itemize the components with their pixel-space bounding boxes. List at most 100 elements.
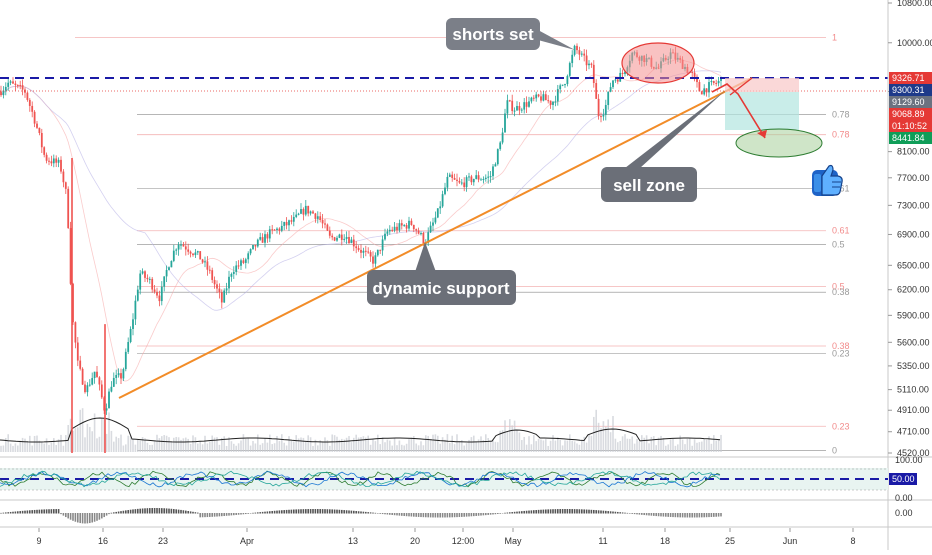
candle-body <box>14 83 17 85</box>
price-label-text: 9129.60 <box>892 97 925 107</box>
price-label-box <box>889 132 932 144</box>
take-profit-box[interactable] <box>725 92 799 130</box>
volume-bar <box>693 439 696 452</box>
macd-histogram-bar <box>89 513 91 524</box>
projection-path[interactable] <box>711 83 766 139</box>
volume-bar <box>609 432 612 452</box>
candle-body <box>398 223 401 231</box>
macd-histogram-bar <box>566 509 569 514</box>
candle-body <box>199 251 202 260</box>
candle-body <box>144 271 146 278</box>
volume-bar <box>57 439 60 452</box>
macd-histogram-bar <box>523 510 525 514</box>
macd-histogram-bar <box>631 513 633 514</box>
volume-bar <box>271 444 273 452</box>
volume-bar <box>5 437 7 452</box>
dynamic-support-trendline[interactable] <box>118 77 753 399</box>
macd-histogram-bar <box>559 509 561 514</box>
volume-bar <box>336 436 338 452</box>
candle-body <box>410 220 413 225</box>
candle-body <box>177 244 180 250</box>
volume-bar <box>389 440 391 452</box>
callout-shorts-set[interactable]: shorts set <box>446 18 575 50</box>
candle-body <box>372 256 374 264</box>
candle-body <box>343 238 346 240</box>
macd-histogram-bar <box>689 513 691 518</box>
candle-body <box>139 273 142 290</box>
macd-histogram-bar <box>326 509 329 514</box>
candle-body <box>194 252 197 256</box>
volume-bar <box>643 437 645 452</box>
volume-bar <box>77 427 79 452</box>
time-tick-label: 9 <box>36 536 41 546</box>
volume-bar <box>501 430 504 452</box>
candle-body <box>105 408 108 411</box>
volume-bar <box>381 437 384 452</box>
oscillator-line <box>0 470 721 488</box>
macd-histogram-bar <box>665 513 667 517</box>
candle-body <box>213 279 216 285</box>
candle-body <box>480 179 482 181</box>
candle-body <box>338 234 341 238</box>
macd-histogram-bar <box>693 513 696 518</box>
price-label-text: 9300.31 <box>892 85 925 95</box>
candle-body <box>477 175 480 180</box>
volume-bar <box>549 440 552 452</box>
candle-body <box>52 158 55 164</box>
candle-body <box>595 83 598 99</box>
callout-dynamic-support[interactable]: dynamic support <box>367 242 516 305</box>
candle-body <box>321 219 324 224</box>
candle-body <box>36 123 38 128</box>
candle-body <box>523 102 526 110</box>
macd-histogram-bar <box>513 511 516 514</box>
volume-bar <box>242 434 245 452</box>
macd-histogram-bar <box>240 513 242 515</box>
volume-bar <box>525 444 528 452</box>
candle-body <box>76 342 79 361</box>
macd-histogram-bar <box>398 513 401 516</box>
target-zone-ellipse[interactable] <box>735 128 823 158</box>
macd-histogram-bar <box>302 509 305 514</box>
candle-body <box>393 226 396 231</box>
macd-histogram-bar <box>427 513 429 518</box>
macd-histogram-bar <box>127 510 129 514</box>
macd-histogram-bar <box>602 510 605 514</box>
candle-body <box>60 159 62 172</box>
macd-histogram-bar <box>242 513 245 515</box>
price-tick-label: 6900.00 <box>897 229 930 239</box>
shorts-zone-ellipse[interactable] <box>621 42 695 84</box>
oscillator-tick-label: 50.00 <box>892 474 915 484</box>
callout-sell-zone[interactable]: sell zone <box>601 90 726 202</box>
macd-histogram-bar <box>91 513 93 523</box>
macd-histogram-bar <box>624 512 626 514</box>
candle-body <box>420 233 422 235</box>
macd-histogram-bar <box>74 513 77 522</box>
volume-bar <box>329 445 331 452</box>
volume-bar <box>581 440 583 452</box>
volume-bar <box>105 433 108 452</box>
candle-body <box>381 239 384 251</box>
macd-histogram-bar <box>139 508 141 514</box>
stop-loss-box[interactable] <box>725 78 799 92</box>
volume-bar <box>295 435 297 452</box>
volume-bar <box>545 439 547 452</box>
time-axis[interactable]: 9 16 23 Apr 13 20 12:00 May 11 18 25 Jun 8 <box>36 528 856 546</box>
candle-body <box>412 224 415 230</box>
volume-bar <box>247 438 249 452</box>
macd-histogram-bar <box>283 510 285 514</box>
macd-histogram-bar <box>276 510 278 514</box>
macd-histogram-bar <box>374 512 377 514</box>
candle-body <box>290 220 293 222</box>
macd-histogram-bar <box>317 509 319 514</box>
volume-bar <box>415 443 417 452</box>
macd-histogram-bar <box>633 513 636 515</box>
candle-body <box>175 249 178 251</box>
volume-bar <box>17 445 19 452</box>
volume-bar <box>523 436 525 452</box>
volume-bar <box>384 442 386 452</box>
candle-body <box>357 248 360 250</box>
candle-body <box>146 277 149 280</box>
volume-bar <box>50 442 53 452</box>
candle-body <box>328 230 331 236</box>
